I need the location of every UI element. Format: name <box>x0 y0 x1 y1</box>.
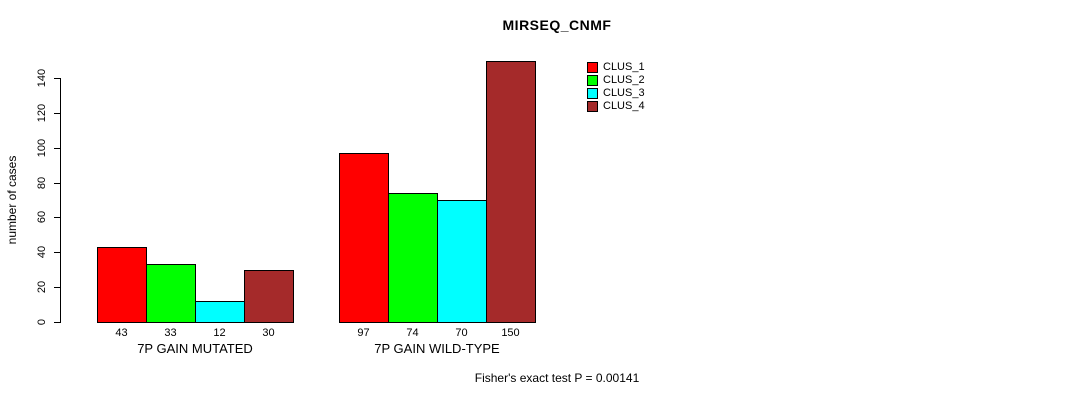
legend-item-clus_4: CLUS_4 <box>587 100 645 113</box>
legend-item-clus_1: CLUS_1 <box>587 61 645 74</box>
bar-value-label: 70 <box>455 327 468 339</box>
bar-value-label: 150 <box>501 327 520 339</box>
y-axis-tick-label: 60 <box>36 210 48 224</box>
bar-clus_3 <box>195 301 245 323</box>
y-axis-tick <box>54 148 61 149</box>
bar-value-label: 30 <box>262 327 275 339</box>
bar-clus_4 <box>486 61 536 323</box>
y-axis-tick <box>54 183 61 184</box>
y-axis-tick <box>54 78 61 79</box>
bar-clus_4 <box>244 270 294 323</box>
chart-title: MIRSEQ_CNMF <box>502 17 612 33</box>
y-axis-tick <box>54 287 61 288</box>
y-axis-tick-label: 0 <box>36 318 48 326</box>
bar-clus_2 <box>388 193 438 323</box>
legend-label: CLUS_2 <box>603 74 645 86</box>
legend: CLUS_1 CLUS_2 CLUS_3 CLUS_4 <box>587 61 645 113</box>
legend-label: CLUS_1 <box>603 61 645 73</box>
y-axis-tick-label: 120 <box>36 103 48 123</box>
y-axis-tick-label: 20 <box>36 280 48 294</box>
y-axis-tick <box>54 322 61 323</box>
legend-color-swatch <box>587 101 598 112</box>
y-axis-tick <box>54 113 61 114</box>
bar-value-label: 33 <box>164 327 177 339</box>
y-axis-line <box>60 78 61 323</box>
bar-clus_1 <box>97 247 147 323</box>
category-label: 7P GAIN WILD-TYPE <box>374 341 500 356</box>
legend-item-clus_3: CLUS_3 <box>587 87 645 100</box>
y-axis-tick-label: 40 <box>36 245 48 259</box>
legend-item-clus_2: CLUS_2 <box>587 74 645 87</box>
bar-clus_3 <box>437 200 487 323</box>
legend-color-swatch <box>587 88 598 99</box>
bar-value-label: 97 <box>357 327 370 339</box>
y-axis-tick <box>54 217 61 218</box>
y-axis-tick-label: 80 <box>36 176 48 190</box>
y-axis-label: number of cases <box>5 155 19 245</box>
legend-color-swatch <box>587 62 598 73</box>
legend-color-swatch <box>587 75 598 86</box>
legend-label: CLUS_4 <box>603 100 645 112</box>
bar-value-label: 74 <box>406 327 419 339</box>
y-axis-tick <box>54 252 61 253</box>
y-axis-tick-label: 100 <box>36 138 48 158</box>
fisher-test-annotation: Fisher's exact test P = 0.00141 <box>474 371 640 385</box>
y-axis-tick-label: 140 <box>36 68 48 88</box>
category-label: 7P GAIN MUTATED <box>137 341 253 356</box>
bar-value-label: 43 <box>115 327 128 339</box>
bar-clus_1 <box>339 153 389 323</box>
bar-value-label: 12 <box>213 327 226 339</box>
legend-label: CLUS_3 <box>603 87 645 99</box>
bar-clus_2 <box>146 264 196 323</box>
